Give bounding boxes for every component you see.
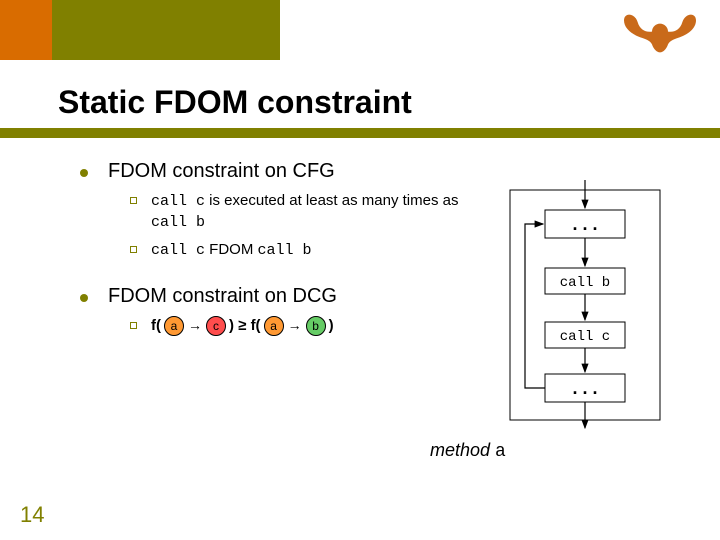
header-accent (0, 0, 52, 60)
svg-text:call c: call c (560, 329, 610, 345)
node-a-1: a (164, 316, 184, 336)
bullet-cfg-text: FDOM constraint on CFG (108, 160, 335, 183)
cfg-diagram: . . . call b call c . . . (480, 180, 680, 430)
close-ge-f-open: ) ≥ f( (229, 316, 261, 336)
close-2: ) (329, 316, 334, 336)
content-area: FDOM constraint on CFG call c is execute… (80, 160, 460, 342)
arrow-icon: → (188, 316, 202, 335)
text-mid-1: is executed at least as many times as (205, 192, 458, 209)
square-bullet-icon (130, 246, 137, 253)
svg-text:. . .: . . . (572, 378, 597, 398)
code-call-c-2: call c (151, 242, 205, 259)
cfg-diagram-svg: . . . call b call c . . . (480, 180, 680, 430)
sub-bullet-cfg-1: call c is executed at least as many time… (130, 191, 460, 234)
slide-title: Static FDOM constraint (58, 84, 412, 121)
node-b: b (306, 316, 326, 336)
bullet-dcg-text: FDOM constraint on DCG (108, 285, 337, 308)
code-call-b: call b (151, 214, 205, 231)
node-c: c (206, 316, 226, 336)
method-label-pre: method (430, 440, 495, 460)
method-label-a: a (495, 442, 506, 462)
svg-text:call b: call b (560, 275, 610, 291)
code-call-b-2: call b (258, 242, 312, 259)
f-open-1: f( (151, 316, 161, 336)
arrow-icon: → (288, 316, 302, 335)
sub-bullet-cfg-2-text: call c FDOM call b (151, 240, 312, 261)
method-label: method a (430, 440, 506, 462)
text-fdom: FDOM (205, 241, 258, 258)
svg-text:. . .: . . . (572, 214, 597, 234)
square-bullet-icon (130, 322, 137, 329)
bullet-dcg: FDOM constraint on DCG (80, 285, 460, 308)
bullet-cfg: FDOM constraint on CFG (80, 160, 460, 183)
node-a-2: a (264, 316, 284, 336)
formula: f( a → c ) ≥ f( a → b ) (151, 316, 334, 336)
code-call-c: call c (151, 193, 205, 210)
longhorn-logo (620, 6, 700, 56)
sub-bullet-dcg-formula: f( a → c ) ≥ f( a → b ) (130, 316, 460, 336)
sub-bullet-cfg-2: call c FDOM call b (130, 240, 460, 261)
title-underline (0, 128, 720, 138)
disc-bullet-icon (80, 169, 88, 177)
sub-bullet-cfg-1-text: call c is executed at least as many time… (151, 191, 460, 234)
square-bullet-icon (130, 197, 137, 204)
slide-number: 14 (20, 502, 44, 528)
disc-bullet-icon (80, 294, 88, 302)
